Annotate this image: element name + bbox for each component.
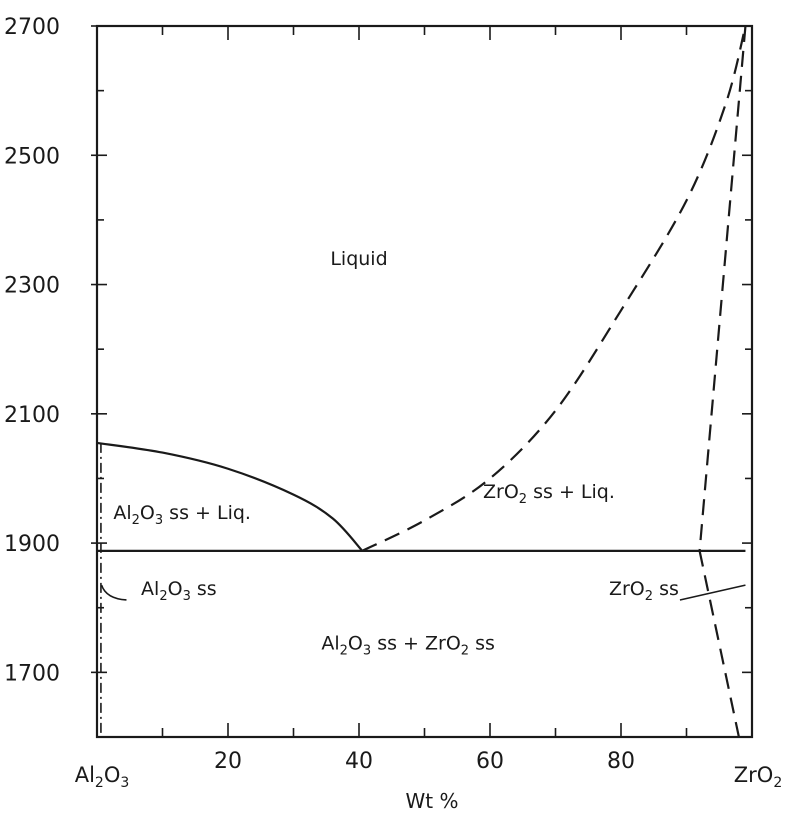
label-part: 3	[183, 589, 191, 604]
y-tick-label: 2500	[4, 144, 60, 169]
x-tick-labels: 20 40 60 80	[214, 749, 635, 774]
phase-boundaries	[96, 25, 747, 738]
label-part: 2	[159, 589, 167, 604]
label-part: Liquid	[330, 248, 387, 270]
label-part: ss + Liq.	[163, 502, 251, 524]
label-part: O	[348, 633, 363, 655]
label-part: ZrO	[734, 763, 774, 787]
y-tick-label: 2100	[4, 403, 60, 428]
label-part: Al	[75, 763, 95, 787]
x-tick-label: 60	[476, 749, 504, 774]
y-tick-label: 2300	[4, 274, 60, 299]
region-label-zro2-ss: ZrO2 ss	[609, 578, 679, 604]
label-part: 3	[120, 775, 129, 791]
tick-marks	[91, 25, 752, 737]
label-part: O	[140, 502, 155, 524]
x-tick-label: 80	[607, 749, 635, 774]
label-part: Al	[321, 633, 339, 655]
label-part: 2	[773, 775, 782, 791]
label-part: Al	[141, 578, 159, 600]
x-end-label-left: Al2O3	[75, 763, 130, 791]
leader-zro2-ss	[679, 584, 746, 601]
label-part: 2	[461, 644, 469, 659]
y-tick-label: 1900	[4, 532, 60, 557]
label-part: O	[168, 578, 183, 600]
label-part: 2	[645, 589, 653, 604]
label-part: 3	[155, 513, 163, 528]
x-tick-label: 20	[214, 749, 242, 774]
label-part: O	[104, 763, 121, 787]
region-label-zro2-liq: ZrO2 ss + Liq.	[483, 481, 615, 507]
phase-boundary-dashed	[698, 25, 747, 551]
label-part: 3	[363, 644, 371, 659]
region-label-al2o3-liq: Al2O3 ss + Liq.	[113, 502, 251, 528]
y-tick-label: 1700	[4, 661, 60, 686]
label-leaders	[100, 584, 746, 601]
label-part: 2	[132, 513, 140, 528]
label-part: ss	[191, 578, 217, 600]
x-axis-title: Wt %	[406, 789, 459, 813]
label-part: ss	[469, 633, 495, 655]
y-tick-label: 2700	[4, 15, 60, 40]
leader-al2o3-ss	[100, 584, 127, 601]
x-end-label-right: ZrO2	[734, 763, 782, 791]
region-label-liquid: Liquid	[330, 248, 387, 270]
label-part: ZrO	[609, 578, 645, 600]
label-part: ss + Liq.	[527, 481, 615, 503]
phase-boundary-dashed	[361, 25, 747, 552]
phase-boundary-solid	[96, 441, 364, 552]
region-label-two-phase-ss: Al2O3 ss + ZrO2 ss	[321, 633, 495, 659]
label-part: 2	[340, 644, 348, 659]
label-part: 2	[95, 775, 104, 791]
label-part: ss	[653, 578, 679, 600]
x-tick-label: 40	[345, 749, 373, 774]
label-part: ZrO	[483, 481, 519, 503]
label-part: ss + ZrO	[371, 633, 461, 655]
region-label-al2o3-ss: Al2O3 ss	[141, 578, 217, 604]
label-part: Al	[113, 502, 131, 524]
y-tick-labels: 1700 1900 2100 2300 2500 2700	[4, 15, 60, 686]
phase-boundary-dashed	[698, 550, 740, 738]
label-part: 2	[519, 492, 527, 507]
plot-frame	[95, 24, 754, 739]
